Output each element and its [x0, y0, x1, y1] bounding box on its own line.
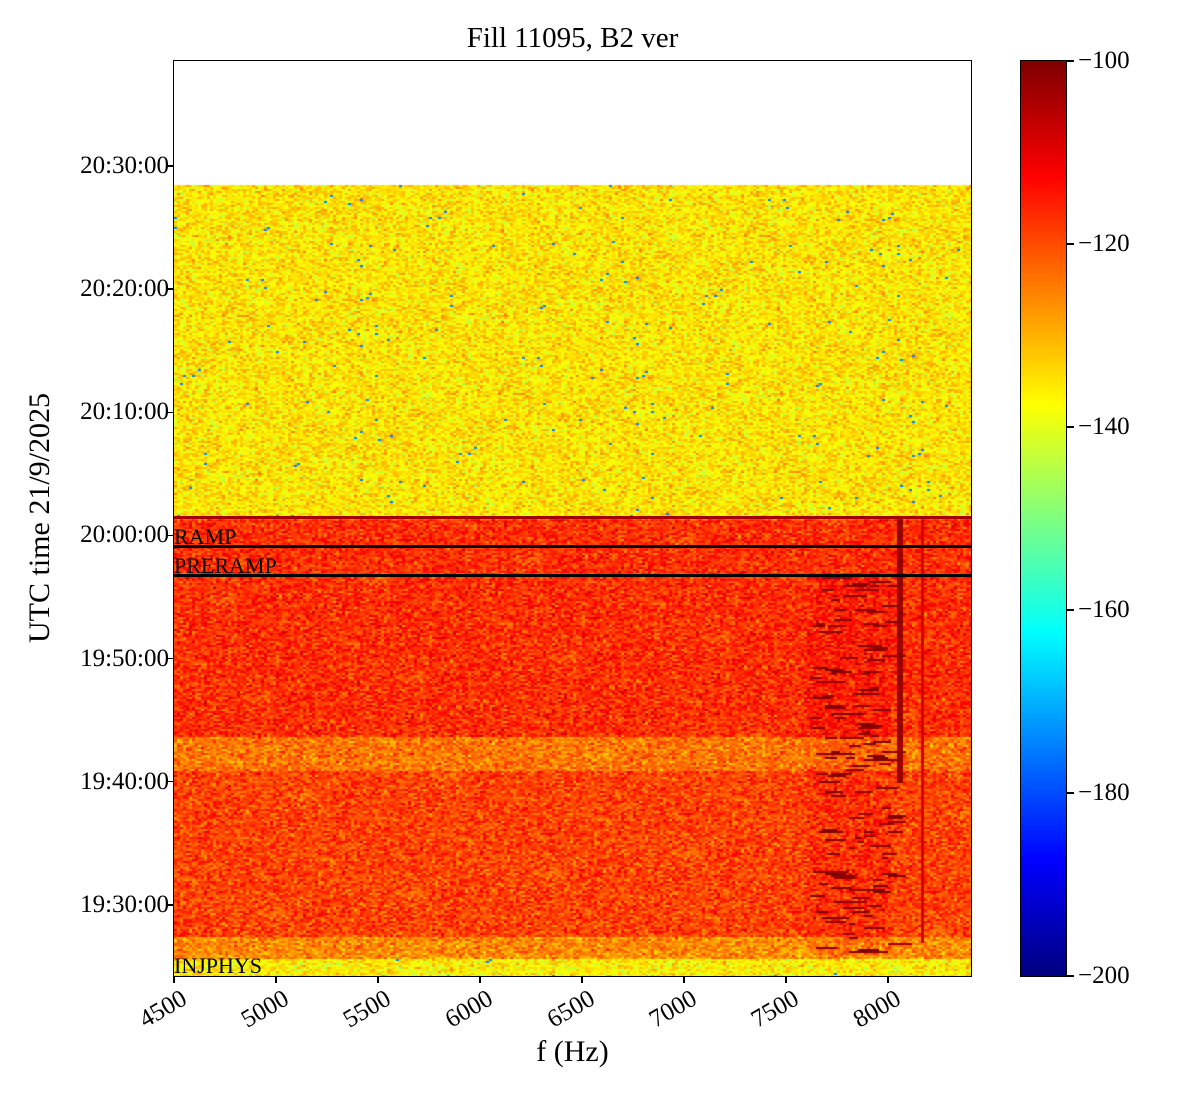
x-tick-label: 4500 — [134, 985, 192, 1034]
y-tick-mark — [166, 411, 173, 414]
x-tick-label: 5500 — [338, 985, 396, 1034]
x-tick-label: 7000 — [644, 985, 702, 1034]
colorbar-tick-label: −140 — [1078, 413, 1130, 440]
colorbar-tick-mark — [1067, 609, 1074, 611]
y-tick-mark — [166, 534, 173, 537]
x-tick-mark — [785, 976, 787, 983]
colorbar-tick-mark — [1067, 243, 1074, 245]
colorbar — [1020, 60, 1067, 977]
x-axis-label: f (Hz) — [536, 1035, 609, 1068]
y-tick-mark — [166, 165, 173, 167]
y-tick-label: 20:30:00 — [80, 152, 169, 180]
y-tick-label: 20:10:00 — [80, 398, 169, 426]
x-tick-label: 6500 — [542, 985, 600, 1034]
x-tick-mark — [377, 976, 379, 983]
x-tick-mark — [683, 976, 685, 983]
colorbar-tick-label: −120 — [1078, 230, 1130, 257]
x-tick-label: 8000 — [848, 985, 906, 1034]
x-tick-label: 6000 — [440, 985, 498, 1034]
y-axis-label: UTC time 21/9/2025 — [23, 393, 56, 643]
colorbar-tick-label: −160 — [1078, 596, 1130, 623]
y-tick-label: 20:00:00 — [80, 521, 169, 549]
y-tick-mark — [166, 904, 173, 906]
annotation-label-ramp: RAMP — [174, 523, 237, 549]
x-tick-mark — [173, 976, 175, 983]
colorbar-tick-mark — [1067, 60, 1074, 62]
annotation-line-ramp — [174, 545, 971, 548]
y-tick-label: 19:40:00 — [80, 767, 169, 795]
y-tick-label: 19:50:00 — [80, 644, 169, 672]
annotation-label-injphys: INJPHYS — [174, 952, 263, 978]
chart-title: Fill 11095, B2 ver — [466, 22, 679, 54]
y-tick-mark — [166, 780, 173, 783]
x-tick-mark — [887, 976, 889, 983]
y-tick-mark — [166, 657, 173, 660]
plot-area: RAMP PRERAMP INJPHYS — [173, 60, 972, 977]
y-tick-label: 20:20:00 — [80, 275, 169, 303]
x-tick-mark — [581, 976, 583, 983]
y-tick-mark — [166, 288, 173, 290]
colorbar-tick-mark — [1067, 975, 1074, 977]
colorbar-tick-mark — [1067, 426, 1074, 428]
x-tick-mark — [275, 976, 277, 983]
x-tick-mark — [479, 976, 481, 983]
boundary-line — [174, 515, 971, 519]
y-tick-label: 19:30:00 — [80, 890, 169, 918]
colorbar-tick-label: −200 — [1078, 962, 1130, 989]
colorbar-tick-label: −100 — [1078, 47, 1130, 74]
x-tick-label: 7500 — [746, 985, 804, 1034]
annotation-label-preramp: PRERAMP — [174, 552, 277, 578]
x-tick-label: 5000 — [236, 985, 294, 1034]
colorbar-tick-mark — [1067, 792, 1074, 794]
colorbar-tick-label: −180 — [1078, 779, 1130, 806]
annotation-line-preramp — [174, 574, 971, 578]
